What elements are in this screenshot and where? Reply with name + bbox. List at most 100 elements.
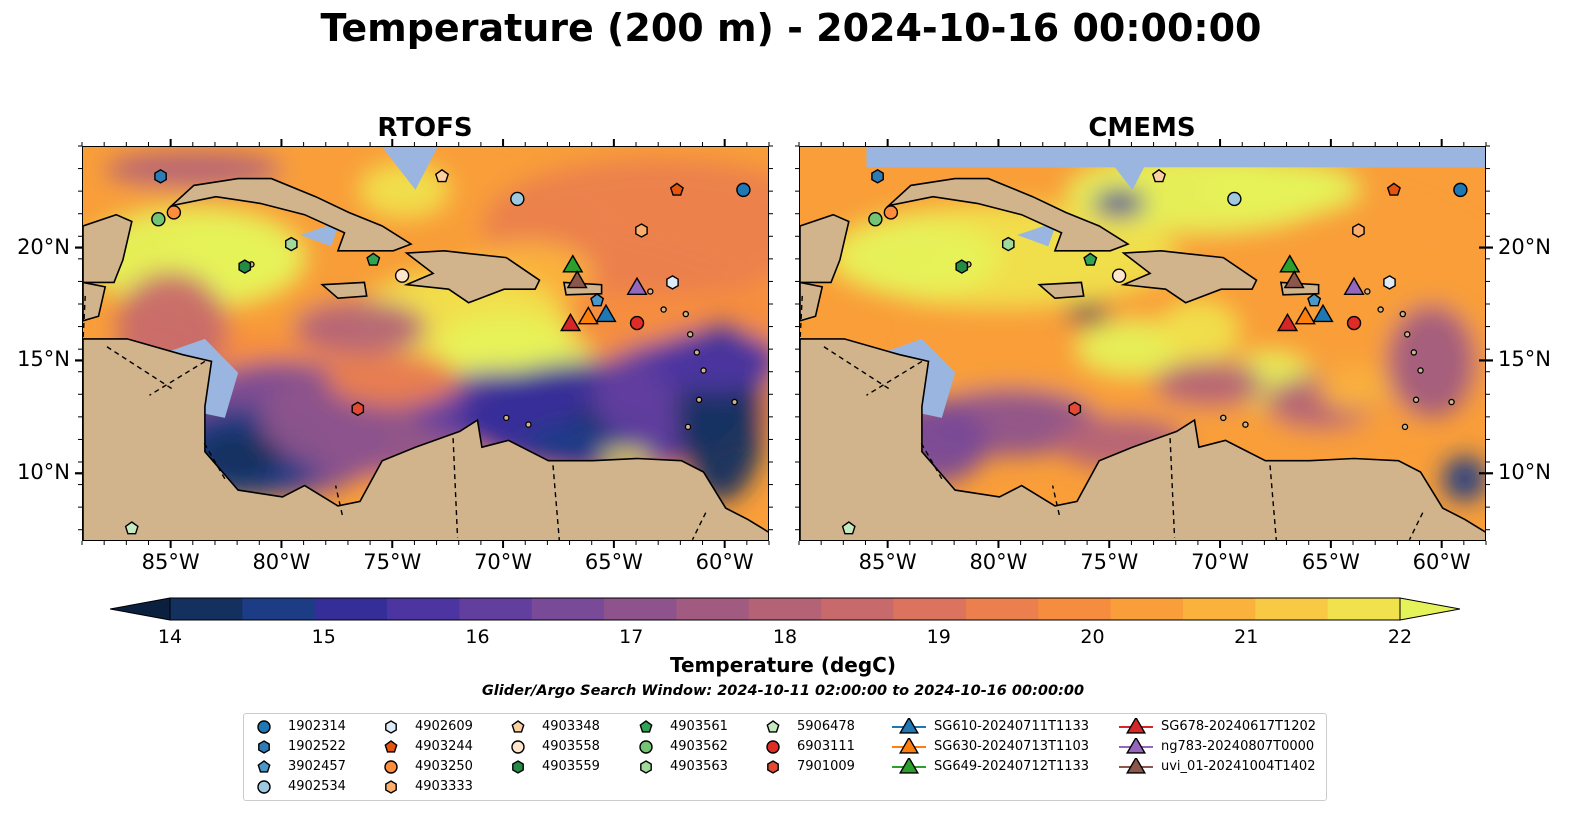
- platform-marker-4903348: [434, 168, 450, 183]
- colorbar-tick-label: 20: [1080, 626, 1105, 648]
- colorbar-ticks: 14 15 16 17 18 19 20 21 22: [0, 626, 1582, 650]
- panel-title-cmems: CMEMS: [1088, 113, 1196, 143]
- platform-marker-SG678-20240617T1202: [1276, 312, 1299, 332]
- colorbar-tick-label: 17: [619, 626, 644, 648]
- colorbar-band: [314, 598, 388, 620]
- lon-tick-label: 85°W: [858, 550, 917, 574]
- platform-marker-4903563: [284, 236, 298, 252]
- legend-marker-pentagon: [257, 760, 271, 773]
- legend-label: 1902314: [288, 719, 346, 734]
- legend-marker-hexagon: [385, 780, 397, 794]
- platform-marker-1902522: [871, 168, 884, 184]
- legend-marker-triangle: [898, 718, 920, 734]
- colorbar-tick-label: 22: [1387, 626, 1413, 648]
- platform-marker-1902314: [736, 182, 751, 198]
- legend-marker-circle: [511, 740, 525, 754]
- legend-marker-hexagon: [512, 760, 524, 774]
- platform-marker-4903562: [151, 212, 166, 227]
- platform-marker-4903559: [955, 259, 969, 274]
- legend-label: 4903562: [670, 739, 728, 754]
- colorbar-tick-label: 18: [772, 626, 798, 648]
- platform-marker-uvi_01-20241004T1402: [1283, 269, 1305, 289]
- legend-marker-hexagon: [640, 760, 652, 774]
- platform-marker-4902534: [510, 191, 525, 207]
- panel-title-rtofs: RTOFS: [377, 113, 473, 143]
- legend-marker-triangle: [1125, 758, 1147, 774]
- legend-label: 7901009: [797, 759, 855, 774]
- legend-label: 3902457: [288, 759, 346, 774]
- colorbar-band: [170, 598, 243, 620]
- legend-marker-pentagon: [639, 720, 653, 733]
- colorbar-band: [387, 598, 460, 620]
- colorbar: [109, 596, 1461, 622]
- colorbar-band: [1110, 598, 1184, 620]
- platform-marker-4903562: [868, 212, 883, 227]
- legend-label: SG678-20240617T1202: [1161, 719, 1317, 734]
- platform-marker-1902314: [1453, 182, 1468, 198]
- colorbar-band: [965, 598, 1039, 620]
- legend-label: 4903333: [415, 779, 473, 794]
- platform-marker-SG649-20240712T1133: [562, 254, 584, 273]
- platform-marker-SG610-20240711T1133: [1312, 303, 1334, 323]
- colorbar-band: [242, 598, 316, 620]
- lat-tick-label: 15°N: [17, 347, 70, 372]
- legend-label: 4903559: [542, 759, 600, 774]
- platform-marker-3902457: [590, 293, 605, 307]
- lon-tick-label: 75°W: [1080, 550, 1139, 574]
- legend-marker-triangle: [1125, 738, 1147, 754]
- platform-marker-4903563: [1001, 236, 1015, 252]
- colorbar-tick-label: 16: [465, 626, 490, 648]
- legend-label: SG610-20240711T1133: [934, 719, 1090, 734]
- colorbar-tick-label: 21: [1234, 626, 1259, 648]
- legend-label: 4903244: [415, 739, 473, 754]
- platform-marker-4903558: [394, 268, 410, 283]
- colorbar-band: [1327, 598, 1401, 620]
- legend-label: 4903561: [670, 719, 728, 734]
- lat-tick-label: 20°N: [17, 234, 70, 259]
- legend-marker-hexagon: [258, 740, 270, 754]
- legend-marker-circle: [384, 760, 398, 774]
- platform-marker-4902609: [1383, 275, 1396, 290]
- legend-label: 1902522: [288, 739, 346, 754]
- lat-tick-label: 10°N: [17, 460, 70, 485]
- colorbar-band: [676, 598, 750, 620]
- legend-label: SG630-20240713T1103: [934, 739, 1090, 754]
- colorbar-tick-label: 19: [926, 626, 951, 648]
- legend-marker-hexagon: [767, 760, 779, 774]
- legend-marker-circle: [257, 780, 271, 794]
- lon-tick-label: 70°W: [1191, 550, 1250, 574]
- platform-marker-4903244: [1386, 182, 1401, 196]
- lon-tick-label: 85°W: [141, 550, 200, 574]
- platform-marker-uvi_01-20241004T1402: [566, 269, 588, 289]
- legend-marker-triangle: [898, 758, 920, 774]
- platform-marker-4903250: [883, 205, 899, 220]
- legend-label: 4903250: [415, 759, 473, 774]
- platform-marker-4903561: [1083, 252, 1098, 266]
- platform-marker-4903333: [635, 223, 648, 238]
- legend-label: uvi_01-20241004T1402: [1161, 759, 1316, 774]
- legend-marker-circle: [257, 720, 271, 734]
- legend-label: 4902609: [415, 719, 473, 734]
- legend-label: 4903558: [542, 739, 600, 754]
- lon-tick-label: 75°W: [363, 550, 422, 574]
- platform-marker-5906478: [124, 521, 139, 535]
- lon-tick-label: 70°W: [474, 550, 533, 574]
- colorbar-tick-label: 15: [311, 626, 336, 648]
- lat-tick-label: 10°N: [1498, 460, 1551, 485]
- platform-marker-ng783-20240807T0000: [626, 276, 648, 296]
- search-window-text: Glider/Argo Search Window: 2024-10-11 02…: [481, 683, 1085, 699]
- platform-marker-4902609: [666, 275, 679, 290]
- platform-marker-5906478: [841, 521, 856, 535]
- platform-marker-3902457: [1307, 293, 1322, 307]
- legend-marker-hexagon: [385, 720, 397, 734]
- legend-marker-circle: [639, 740, 653, 754]
- legend-label: 4903348: [542, 719, 600, 734]
- platform-marker-6903111: [629, 315, 645, 331]
- platform-marker-ng783-20240807T0000: [1343, 276, 1365, 296]
- platform-marker-4903558: [1111, 268, 1127, 283]
- platform-marker-SG610-20240711T1133: [595, 303, 617, 323]
- lat-tick-label: 15°N: [1498, 347, 1551, 372]
- colorbar-band: [604, 598, 677, 620]
- legend-marker-triangle: [1125, 718, 1147, 734]
- lon-tick-label: 60°W: [695, 550, 754, 574]
